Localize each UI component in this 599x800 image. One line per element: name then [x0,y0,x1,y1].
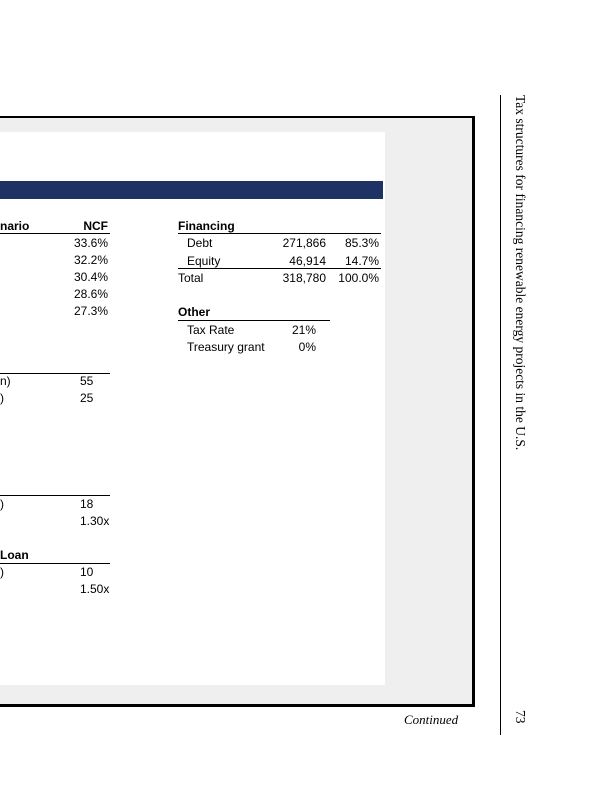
value: 1.50x [80,582,110,596]
value: 55 [80,374,94,388]
value: 18 [80,497,94,511]
row-label: Debt [187,236,213,250]
header: nario [0,219,30,233]
rule [0,233,110,234]
amount: 271,866 [282,236,326,250]
percent: 85.3% [344,236,379,250]
row-label: Tax Rate [187,323,235,337]
row-label: Equity [187,253,221,268]
sheet [0,132,385,685]
value: 21% [291,323,316,337]
rule [178,233,381,234]
ncf-value: 32.2% [73,253,108,267]
running-head: Tax structures for financing renewable e… [513,95,528,451]
row-label: Total [178,271,204,285]
value: 25 [80,391,94,405]
value: 1.30x [80,514,110,528]
header: NCF [83,219,108,233]
percent: 100.0% [338,271,379,285]
continued: Continued [404,712,459,727]
banner [0,181,383,199]
section-title: Loan [0,548,29,562]
value: 0% [298,340,316,354]
row-label: ) [0,565,4,579]
section-title: Financing [178,219,235,233]
value: 10 [80,565,94,579]
page-number: 73 [513,710,528,724]
ncf-value: 28.6% [73,287,108,301]
ncf-value: 27.3% [73,304,108,318]
section-title: Other [178,305,211,319]
row-label: n) [0,374,11,388]
row-label: ) [0,497,4,511]
ncf-value: 30.4% [73,270,108,284]
rule [178,268,381,269]
row-label: Treasury grant [187,340,265,354]
row-label: ) [0,391,4,405]
rule [0,495,110,496]
rule [178,320,330,321]
amount: 318,780 [282,271,326,285]
rule [0,563,110,564]
rule [0,373,110,374]
ncf-value: 33.6% [73,236,108,250]
amount: 46,914 [289,253,326,268]
margin-rule [500,95,501,735]
percent: 14.7% [344,253,379,268]
